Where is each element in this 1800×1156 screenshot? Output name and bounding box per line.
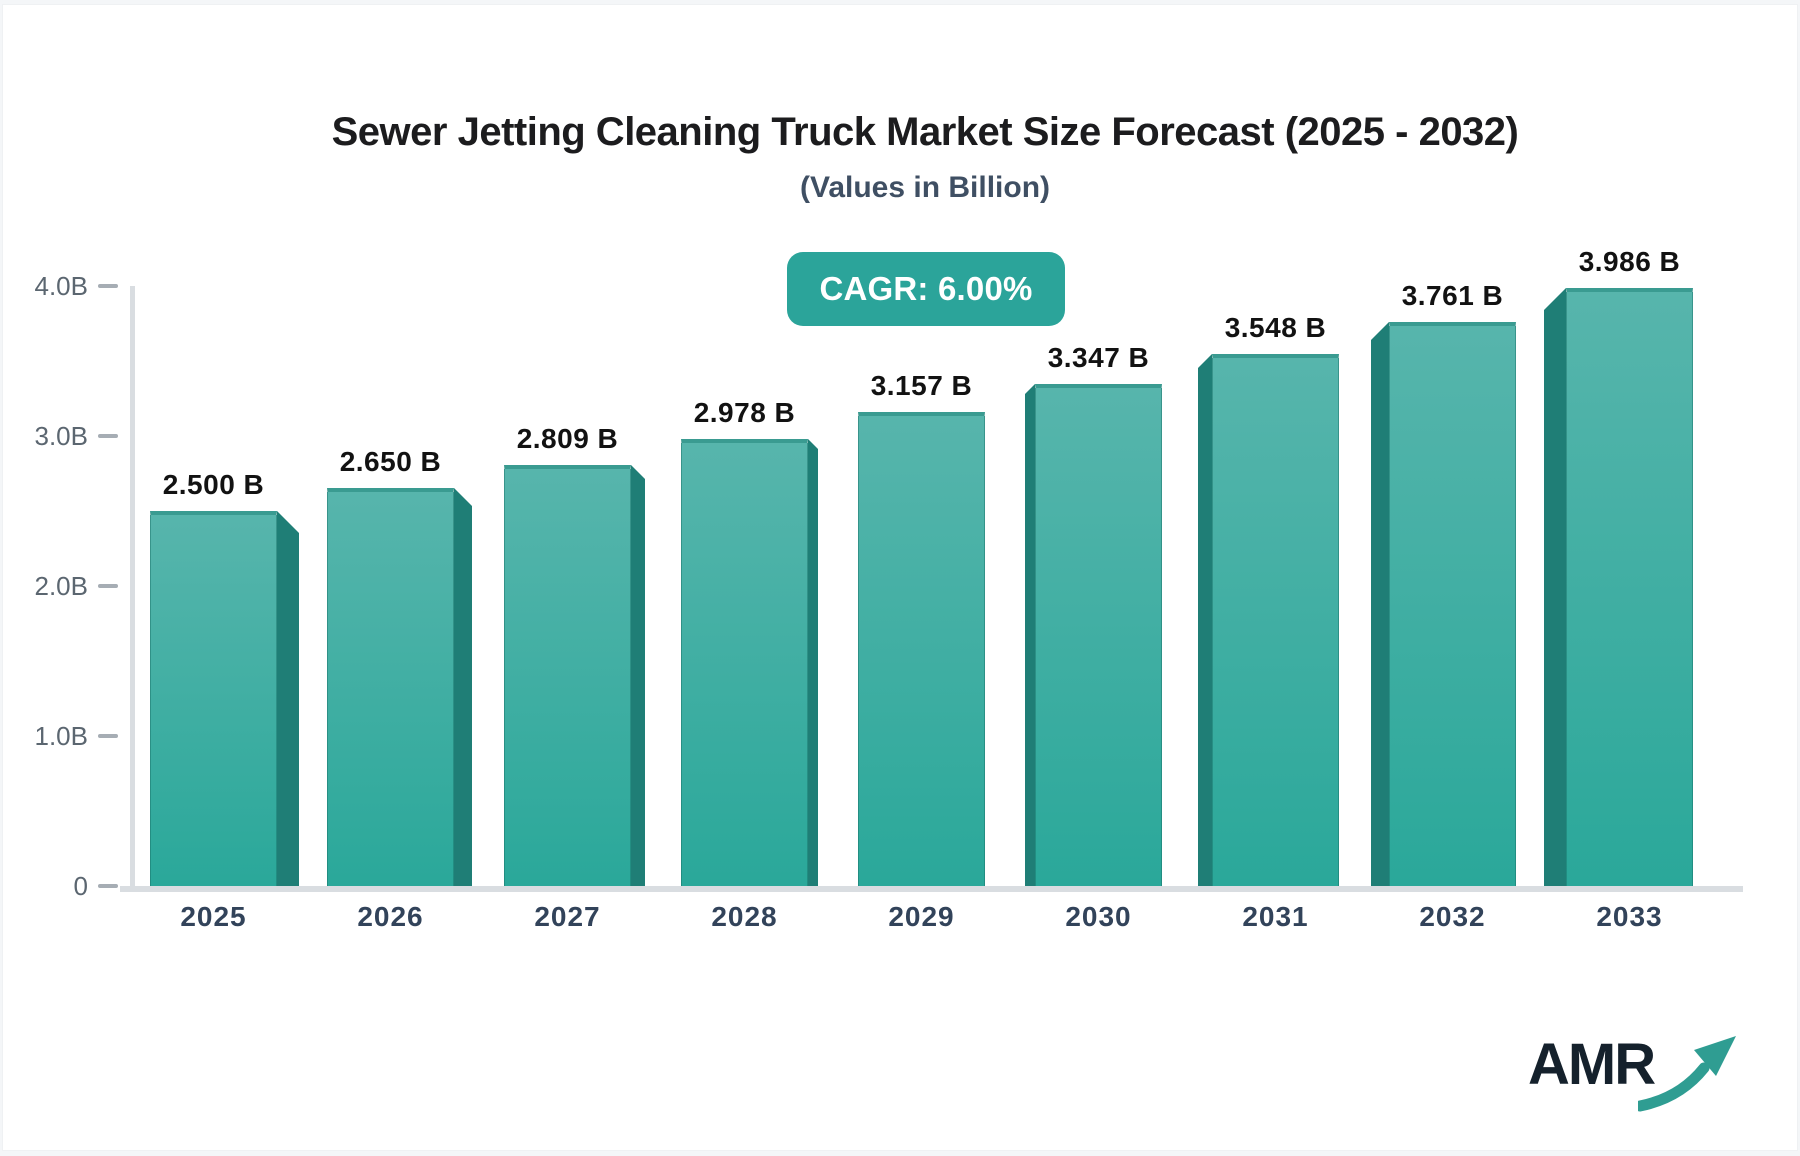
x-axis-label: 2028 [711, 901, 778, 932]
x-axis-label: 2032 [1419, 901, 1486, 932]
x-axis-line [120, 886, 1743, 892]
bar-value-label: 3.157 B [870, 370, 973, 401]
bar-value-label: 2.809 B [516, 423, 619, 454]
bar-2028 [681, 439, 808, 886]
bar-2026 [327, 488, 454, 886]
bar-side-face [1544, 288, 1566, 886]
bar-side-face [1025, 384, 1035, 886]
x-axis-label: 2025 [180, 901, 247, 932]
y-axis-tick-label: 4.0B [34, 271, 89, 301]
y-axis-tick [98, 434, 118, 438]
bar-value-label: 2.500 B [162, 469, 265, 500]
chart-title: Sewer Jetting Cleaning Truck Market Size… [331, 110, 1519, 154]
bar-side-face [277, 511, 299, 886]
bar-value-label: 3.761 B [1401, 280, 1504, 311]
bar-side-face [1198, 354, 1212, 886]
bar-2032 [1389, 322, 1516, 886]
y-axis-tick-label: 0 [73, 871, 88, 901]
x-axis-label: 2030 [1065, 901, 1132, 932]
bar-2030 [1035, 384, 1162, 886]
bar-value-label: 2.978 B [693, 397, 796, 428]
bar-2033 [1566, 288, 1693, 886]
y-axis-tick [98, 734, 118, 738]
cagr-badge: CAGR: 6.00% [787, 252, 1065, 326]
x-axis-label: 2027 [534, 901, 601, 932]
amr-logo-text: AMR [1528, 1032, 1656, 1097]
bar-value-label: 3.548 B [1224, 312, 1327, 343]
bar-2025 [150, 511, 277, 886]
y-axis-tick [98, 884, 118, 888]
bar-value-label: 3.347 B [1047, 342, 1150, 373]
y-axis-tick-label: 3.0B [34, 421, 89, 451]
x-axis-label: 2029 [888, 901, 955, 932]
bar-side-face [631, 465, 645, 886]
bar-2027 [504, 465, 631, 886]
y-axis-tick-label: 2.0B [34, 571, 89, 601]
y-axis-tick [98, 284, 118, 288]
x-axis-label: 2026 [357, 901, 424, 932]
y-axis-tick-label: 1.0B [34, 721, 89, 751]
bar-2031 [1212, 354, 1339, 886]
bar-side-face [1371, 322, 1389, 886]
bar-value-label: 3.986 B [1578, 246, 1681, 277]
chart-subtitle: (Values in Billion) [799, 171, 1051, 204]
x-axis-label: 2031 [1242, 901, 1309, 932]
trend-arrow-icon [1638, 1036, 1736, 1112]
x-axis-label: 2033 [1596, 901, 1663, 932]
bar-side-face [808, 439, 818, 886]
y-axis-tick [98, 584, 118, 588]
bar-value-label: 2.650 B [339, 446, 442, 477]
y-axis-line [130, 286, 135, 892]
amr-logo: AMR [1520, 1028, 1736, 1118]
bar-2029 [858, 412, 985, 886]
bar-side-face [454, 488, 472, 886]
cagr-badge-label: CAGR: 6.00% [819, 270, 1033, 307]
